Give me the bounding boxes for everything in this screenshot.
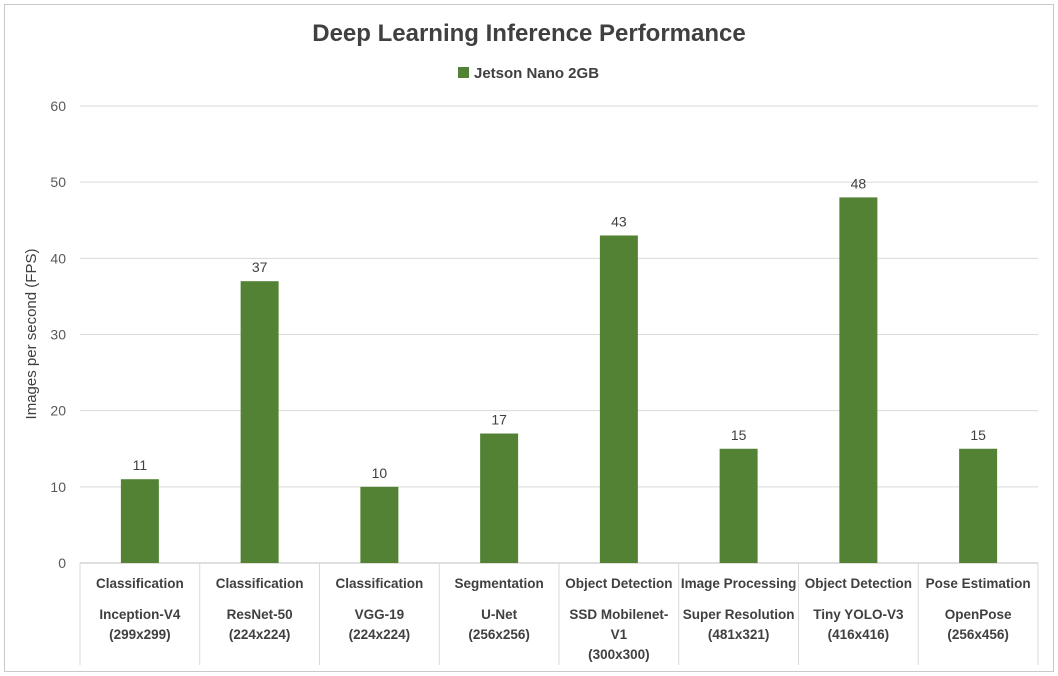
data-label: 48: [851, 175, 867, 191]
legend: Jetson Nano 2GB: [458, 65, 599, 82]
bar: [120, 479, 159, 563]
category-label: OpenPose: [945, 607, 1012, 622]
y-tick-label: 10: [50, 479, 66, 495]
data-label: 11: [133, 457, 148, 473]
y-tick-label: 0: [58, 555, 66, 571]
category-group-label: Classification: [96, 576, 184, 591]
category-label: (224x224): [349, 627, 411, 642]
y-tick-label: 50: [50, 174, 66, 190]
category-group-label: Segmentation: [454, 576, 543, 591]
data-label: 15: [731, 427, 747, 443]
category-axis: Classification Inception-V4 (299x299) Class…: [79, 563, 1039, 665]
category-group-label: Pose Estimation: [926, 576, 1031, 591]
category-group-label: Object Detection: [805, 576, 912, 591]
category-label: (299x299): [109, 627, 171, 642]
data-label: 10: [372, 465, 388, 481]
category-label: U-Net: [481, 607, 518, 622]
category-group-label: Classification: [216, 576, 304, 591]
bar: [839, 197, 878, 563]
category-label: ResNet-50: [227, 607, 293, 622]
data-label: 17: [491, 412, 507, 428]
legend-swatch: [458, 67, 469, 78]
category-label: (256x456): [947, 627, 1009, 642]
gridlines: [80, 105, 1038, 564]
category-group-label: Image Processing: [681, 576, 797, 591]
category-label: (416x416): [828, 627, 890, 642]
y-tick-label: 20: [50, 403, 66, 419]
category-label: (300x300): [588, 647, 650, 662]
legend-label: Jetson Nano 2GB: [474, 65, 599, 82]
category-label: Super Resolution: [683, 607, 795, 622]
category-label: VGG-19: [355, 607, 405, 622]
category-label: Inception-V4: [99, 607, 180, 622]
chart-frame: [4, 4, 1054, 672]
bar: [719, 448, 758, 563]
y-tick-labels: 0 10 20 30 40 50 60: [50, 98, 66, 571]
y-tick-label: 60: [50, 98, 66, 114]
category-label: (224x224): [229, 627, 291, 642]
bar: [480, 433, 519, 563]
y-axis-label: Images per second (FPS): [23, 249, 40, 420]
category-label: V1: [611, 627, 628, 642]
data-label: 37: [252, 259, 268, 275]
category-label: (256x256): [468, 627, 530, 642]
data-label: 43: [611, 213, 627, 229]
bar: [959, 448, 998, 563]
chart-title: Deep Learning Inference Performance: [312, 20, 745, 47]
bars: [120, 197, 998, 563]
y-tick-label: 30: [50, 327, 66, 343]
y-tick-label: 40: [50, 250, 66, 266]
category-group-label: Classification: [335, 576, 423, 591]
bar: [360, 486, 399, 563]
category-group-label: Object Detection: [565, 576, 672, 591]
bar: [240, 281, 279, 563]
data-label: 15: [970, 427, 986, 443]
category-label: SSD Mobilenet-: [569, 607, 668, 622]
data-labels: 11 37 10 17 43 15 48 15: [133, 175, 987, 480]
category-label: (481x321): [708, 627, 770, 642]
bar: [599, 235, 638, 563]
category-label: Tiny YOLO-V3: [813, 607, 904, 622]
